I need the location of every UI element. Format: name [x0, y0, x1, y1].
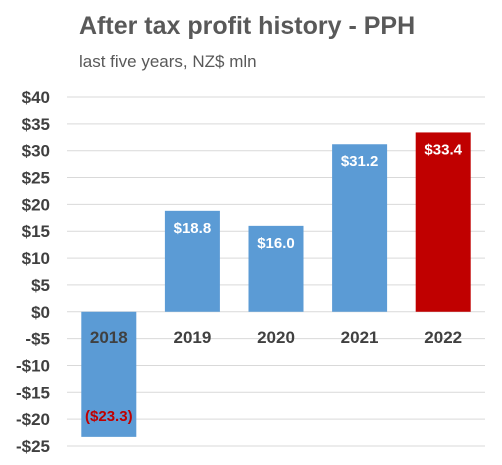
- bar: [415, 132, 471, 312]
- y-tick-label: -$20: [16, 410, 50, 429]
- category-label: 2018: [90, 328, 128, 347]
- y-tick-label: $40: [22, 88, 50, 107]
- category-label: 2022: [424, 328, 462, 347]
- data-label: $31.2: [341, 153, 379, 170]
- data-label: $16.0: [257, 235, 295, 252]
- category-label: 2020: [257, 328, 295, 347]
- bar: [81, 311, 137, 437]
- data-label: $33.4: [424, 141, 462, 158]
- category-label: 2021: [341, 328, 379, 347]
- category-labels: 2018 2019 2020 2021 2022: [90, 328, 462, 347]
- y-tick-label: -$15: [16, 383, 50, 402]
- bar: [248, 225, 304, 312]
- data-label: ($23.3): [85, 408, 133, 425]
- data-label: $18.8: [174, 220, 212, 237]
- data-labels: ($23.3) $18.8 $16.0 $31.2 $33.4: [85, 141, 463, 424]
- y-tick-label: -$25: [16, 437, 50, 456]
- bar: [332, 144, 388, 312]
- y-tick-label: $15: [22, 222, 50, 241]
- y-tick-label: -$10: [16, 356, 50, 375]
- y-tick-label: $20: [22, 195, 50, 214]
- chart-subtitle: last five years, NZ$ mln: [79, 52, 257, 71]
- y-tick-label: -$5: [25, 330, 50, 349]
- y-tick-label: $0: [31, 303, 50, 322]
- bar: [164, 210, 220, 312]
- category-label: 2019: [173, 328, 211, 347]
- y-tick-label: $25: [22, 169, 50, 188]
- chart-title: After tax profit history - PPH: [79, 12, 416, 40]
- y-tick-label: $30: [22, 142, 50, 161]
- y-tick-label: $5: [31, 276, 50, 295]
- bars: [81, 132, 471, 437]
- y-tick-label: $35: [22, 115, 50, 134]
- y-tick-label: $10: [22, 249, 50, 268]
- y-axis-labels: $40 $35 $30 $25 $20 $15 $10 $5 $0 -$5 -$10 -$15 -$20…: [16, 88, 50, 456]
